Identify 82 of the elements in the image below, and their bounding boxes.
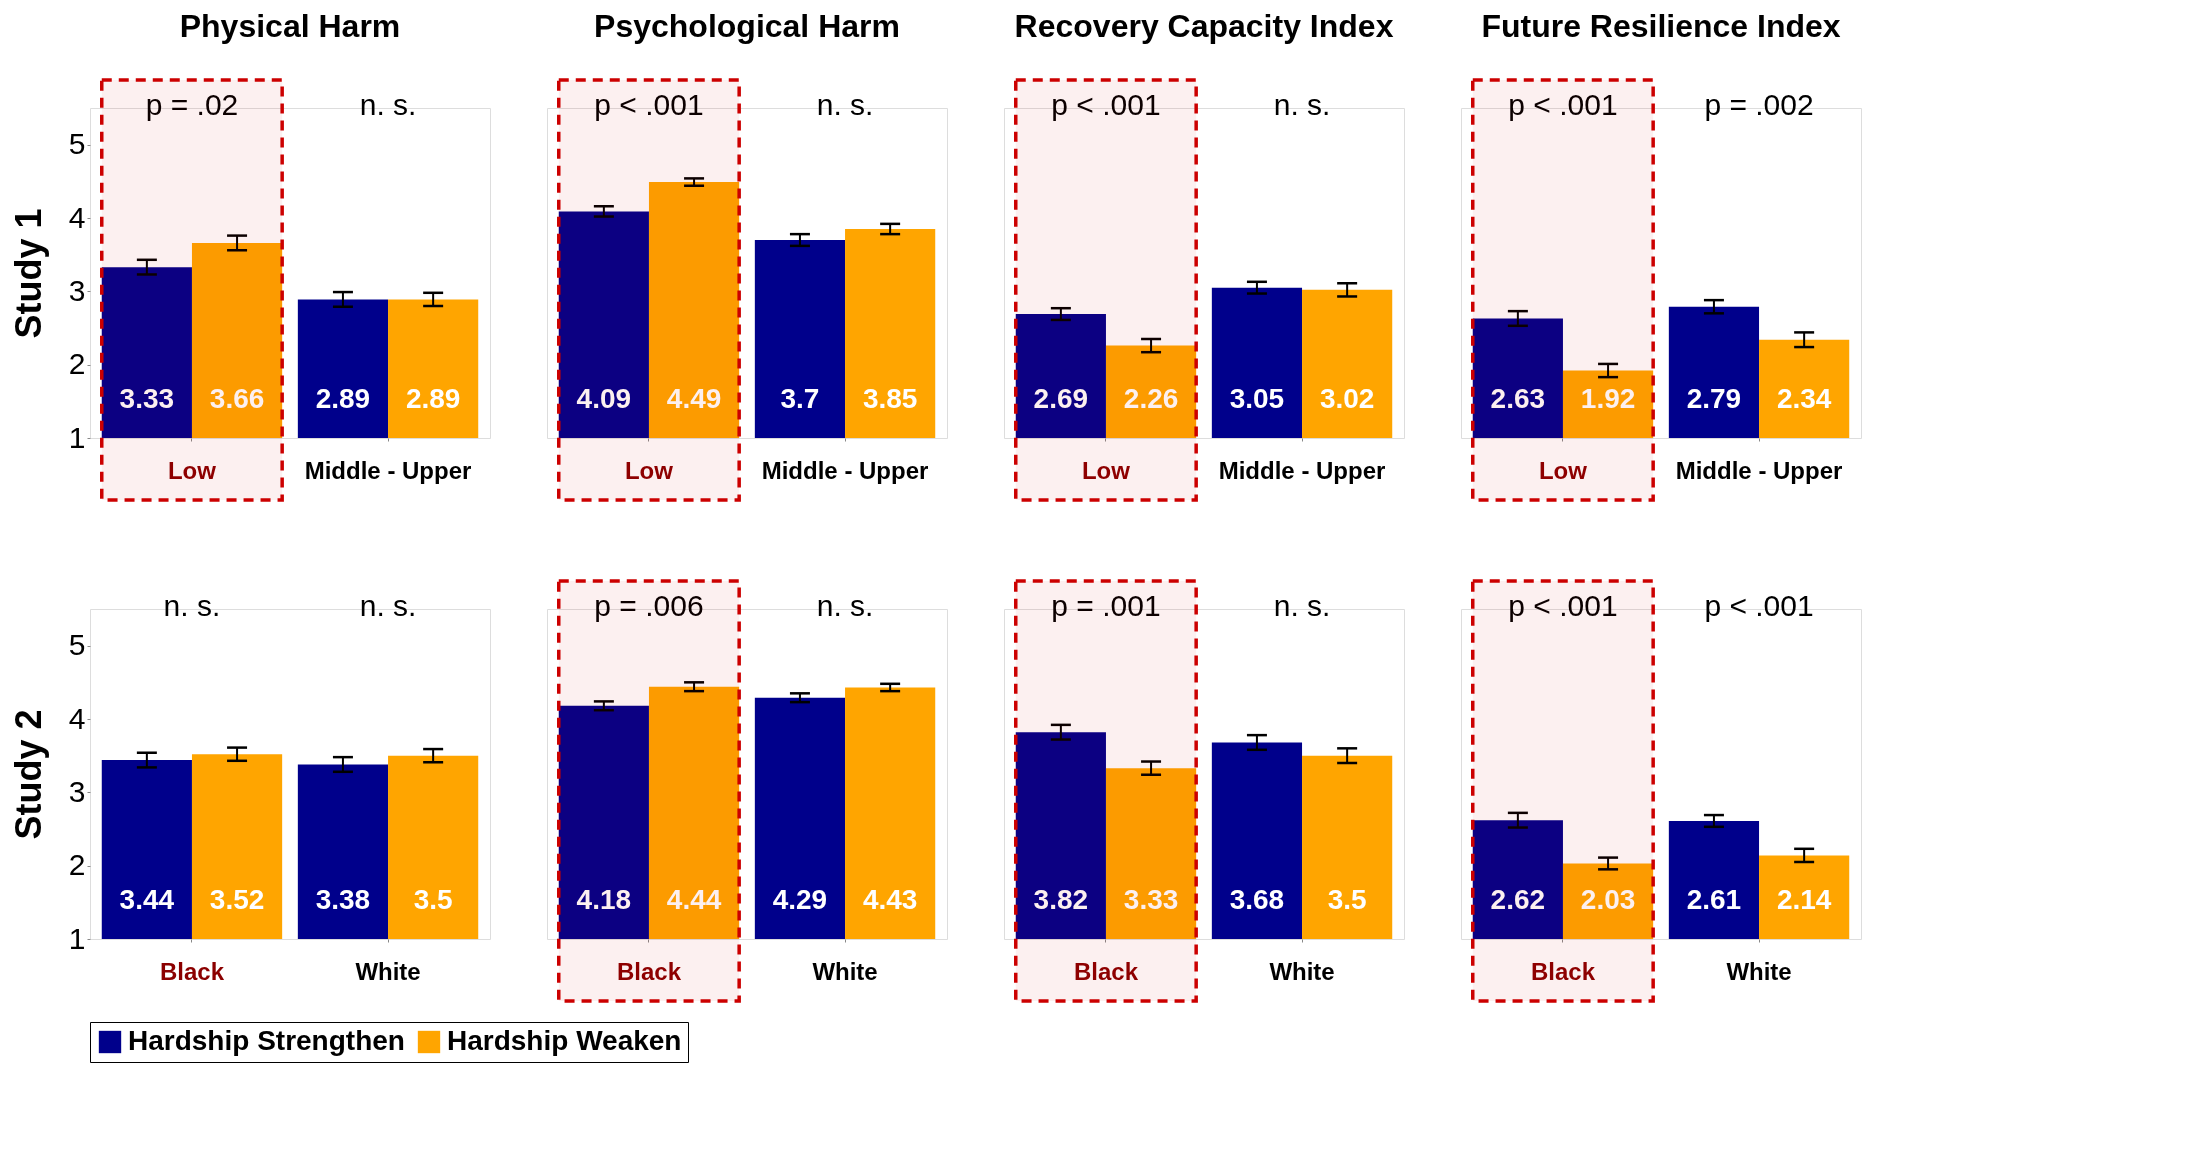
data-label: 2.34 — [1776, 383, 1832, 414]
data-label: 2.79 — [1686, 383, 1742, 414]
data-label: 3.68 — [1229, 884, 1285, 915]
data-label: 1.92 — [1580, 383, 1636, 414]
data-label: 2.89 — [405, 383, 461, 414]
y-tick-label: 3 — [68, 273, 86, 307]
x-tick-label: Black — [159, 957, 225, 985]
data-label: 2.69 — [1033, 383, 1089, 414]
data-label: 3.44 — [119, 884, 175, 915]
y-tick-label: 3 — [68, 774, 86, 808]
data-label: 3.66 — [209, 383, 265, 414]
x-tick-label: White — [1726, 957, 1792, 985]
x-tick-label: Middle - Upper — [1675, 456, 1843, 484]
annotation: p < .001 — [1704, 589, 1814, 622]
legend-label: Hardship Weaken — [447, 1025, 682, 1056]
data-label: 3.52 — [209, 884, 265, 915]
data-label: 3.7 — [780, 383, 820, 414]
data-label: 3.38 — [315, 884, 371, 915]
data-label: 3.05 — [1229, 383, 1285, 414]
data-label: 2.62 — [1490, 884, 1546, 915]
y-tick-label: 5 — [68, 628, 86, 662]
x-tick-label: Black — [1530, 957, 1596, 985]
data-label: 3.82 — [1033, 884, 1089, 915]
annotation: p < .001 — [1051, 88, 1161, 121]
y-tick-label: 2 — [68, 347, 86, 381]
data-label: 4.44 — [666, 884, 722, 915]
x-tick-label: Low — [624, 456, 674, 484]
data-label: 3.02 — [1319, 383, 1375, 414]
y-tick-label: 5 — [68, 127, 86, 161]
legend-label: Hardship Strengthen — [128, 1025, 405, 1056]
annotation: n. s. — [816, 88, 874, 121]
annotation: p < .001 — [1508, 88, 1618, 121]
y-axis-title: Study 2 — [7, 709, 49, 840]
annotation: n. s. — [1273, 88, 1331, 121]
x-tick-label: Middle - Upper — [304, 456, 472, 484]
annotation: p < .001 — [1508, 589, 1618, 622]
x-tick-label: Low — [1538, 456, 1588, 484]
data-label: 4.49 — [666, 383, 722, 414]
y-tick-label: 2 — [68, 848, 86, 882]
annotation: p = .006 — [594, 589, 704, 622]
x-tick-label: White — [1269, 957, 1335, 985]
data-label: 3.85 — [862, 383, 918, 414]
data-label: 2.61 — [1686, 884, 1742, 915]
data-label: 2.03 — [1580, 884, 1636, 915]
chart-title: Psychological Harm — [594, 8, 900, 45]
data-label: 2.89 — [315, 383, 371, 414]
y-tick-label: 1 — [68, 921, 86, 955]
data-label: 4.29 — [772, 884, 828, 915]
annotation: n. s. — [359, 589, 417, 622]
annotation: p = .02 — [145, 88, 239, 121]
x-tick-label: Black — [616, 957, 682, 985]
x-tick-label: Middle - Upper — [1218, 456, 1386, 484]
y-tick-label: 4 — [68, 200, 86, 234]
x-tick-label: White — [812, 957, 878, 985]
annotation: n. s. — [163, 589, 221, 622]
annotation: n. s. — [359, 88, 417, 121]
annotation: p = .001 — [1051, 589, 1161, 622]
y-tick-label: 4 — [68, 701, 86, 735]
x-tick-label: Middle - Upper — [761, 456, 929, 484]
x-tick-label: Low — [167, 456, 217, 484]
data-label: 2.63 — [1490, 383, 1546, 414]
y-tick-label: 1 — [68, 420, 86, 454]
chart-title: Physical Harm — [179, 8, 401, 45]
data-label: 3.33 — [1123, 884, 1179, 915]
annotation: p = .002 — [1704, 88, 1814, 121]
data-label: 4.18 — [576, 884, 632, 915]
x-tick-label: Low — [1081, 456, 1131, 484]
annotation: p < .001 — [594, 88, 704, 121]
data-label: 4.09 — [576, 383, 632, 414]
chart-title: Future Resilience Index — [1481, 8, 1841, 45]
data-label: 3.5 — [413, 884, 453, 915]
data-label: 2.26 — [1123, 383, 1179, 414]
data-label: 3.5 — [1327, 884, 1367, 915]
data-label: 4.43 — [862, 884, 918, 915]
annotation: n. s. — [1273, 589, 1331, 622]
x-tick-label: White — [355, 957, 421, 985]
data-label: 2.14 — [1776, 884, 1832, 915]
annotation: n. s. — [816, 589, 874, 622]
data-label: 3.33 — [119, 383, 175, 414]
y-axis-title: Study 1 — [7, 208, 49, 339]
x-tick-label: Black — [1073, 957, 1139, 985]
chart-title: Recovery Capacity Index — [1014, 8, 1394, 45]
